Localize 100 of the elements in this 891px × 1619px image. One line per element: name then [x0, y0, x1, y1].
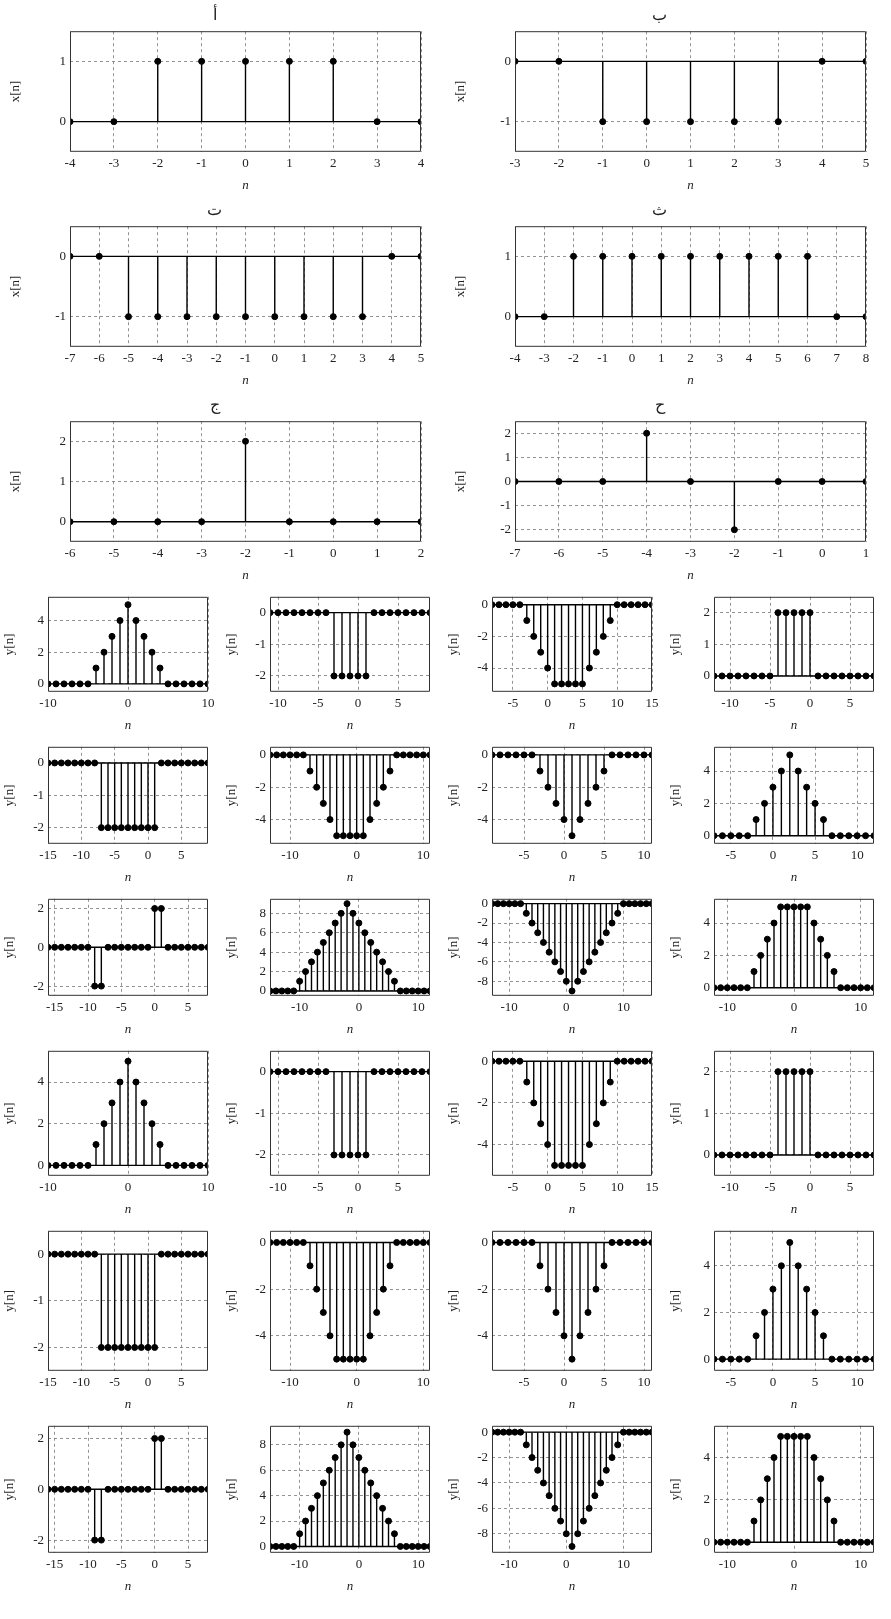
- y-tick-label: -8: [477, 972, 488, 988]
- y-tick-label: -1: [33, 786, 44, 802]
- x-tick-label: 5: [775, 350, 782, 366]
- x-axis-title: n: [124, 1395, 132, 1411]
- y-tick-label: -2: [255, 1280, 266, 1296]
- x-tick-label: 5: [394, 1179, 402, 1195]
- x-tick-label: 0: [560, 847, 568, 863]
- x-axis-title: n: [687, 371, 694, 387]
- x-tick-label: 10: [201, 1179, 215, 1195]
- x-tick-label: 10: [616, 999, 630, 1015]
- x-tick-label: -7: [509, 545, 521, 561]
- x-tick-label: -1: [283, 545, 295, 561]
- x-tick-label: -10: [500, 1556, 518, 1572]
- x-tick-label: -10: [79, 999, 97, 1015]
- x-tick-label: -5: [518, 847, 530, 863]
- x-tick-label: 10: [616, 1556, 630, 1572]
- y-tick-label: -4: [477, 1474, 489, 1490]
- x-tick-label: 0: [242, 155, 249, 171]
- x-axis-title: n: [124, 1200, 132, 1216]
- x-tick-label: 0: [544, 695, 551, 711]
- x-axis-title: n: [687, 176, 694, 192]
- x-tick-label: 5: [811, 847, 819, 863]
- x-tick-label: 4: [417, 155, 425, 171]
- x-tick-label: 5: [417, 350, 425, 366]
- y-tick-label: 2: [703, 604, 710, 620]
- x-tick-label: 3: [775, 155, 782, 171]
- y-tick-label: 0: [703, 1146, 710, 1162]
- x-tick-label: -3: [685, 545, 696, 561]
- y-tick-label: 4: [259, 943, 267, 959]
- x-tick-label: 1: [300, 350, 308, 366]
- y-axis-title: y[n]: [445, 936, 461, 959]
- y-tick-label: 0: [259, 982, 266, 998]
- x-tick-label: 0: [355, 999, 363, 1015]
- x-axis-title: n: [346, 716, 354, 732]
- x-axis-title: n: [568, 868, 576, 884]
- y-axis-title: y[n]: [223, 936, 239, 959]
- x-tick-label: -2: [553, 155, 565, 171]
- y-axis-title: y[n]: [445, 1289, 461, 1312]
- x-tick-label: 0: [353, 847, 360, 863]
- x-tick-label: 7: [833, 350, 841, 366]
- y-tick-label: 1: [703, 635, 710, 651]
- x-tick-label: 10: [416, 847, 430, 863]
- y-tick-label: -2: [255, 778, 266, 794]
- y-tick-label: 6: [259, 1461, 267, 1477]
- x-tick-label: -10: [500, 999, 518, 1015]
- y-axis-title: x[n]: [7, 275, 23, 298]
- y-tick-label: -6: [477, 1499, 489, 1515]
- x-tick-label: -10: [290, 1556, 309, 1572]
- x-tick-label: 10: [637, 847, 651, 863]
- x-tick-label: 10: [411, 1556, 425, 1572]
- y-axis-title: y[n]: [445, 784, 461, 807]
- y-axis-title: y[n]: [667, 1289, 683, 1312]
- y-tick-label: -2: [477, 1094, 488, 1110]
- x-tick-label: -5: [115, 1556, 127, 1572]
- y-tick-label: 2: [37, 643, 44, 659]
- x-tick-label: 5: [600, 847, 608, 863]
- chart-title: أ: [212, 3, 217, 23]
- y-tick-label: -4: [477, 810, 489, 826]
- y-tick-label: 4: [259, 1487, 267, 1503]
- x-tick-label: -5: [507, 1179, 519, 1195]
- y-axis-title: x[n]: [452, 80, 468, 103]
- x-tick-label: -10: [72, 1374, 91, 1390]
- x-tick-label: -5: [312, 1179, 324, 1195]
- x-tick-label: -15: [45, 999, 64, 1015]
- y-tick-label: 0: [481, 1052, 488, 1068]
- x-tick-label: -10: [72, 847, 91, 863]
- x-tick-label: -1: [597, 350, 609, 366]
- x-tick-label: 0: [560, 1374, 568, 1390]
- x-axis-title: n: [346, 1200, 354, 1216]
- y-tick-label: 4: [703, 1448, 711, 1464]
- x-tick-label: 1: [286, 155, 293, 171]
- y-axis-title: y[n]: [1, 936, 17, 959]
- y-axis-title: y[n]: [1, 1102, 17, 1125]
- x-tick-label: -10: [269, 695, 287, 711]
- x-tick-label: 5: [394, 695, 402, 711]
- y-axis-title: y[n]: [223, 633, 239, 656]
- x-axis-title: n: [124, 716, 132, 732]
- x-tick-label: 3: [359, 350, 366, 366]
- y-tick-label: 2: [703, 1303, 710, 1319]
- y-tick-label: 2: [703, 794, 710, 810]
- y-tick-label: -2: [477, 778, 488, 794]
- y-tick-label: -4: [477, 1327, 489, 1343]
- chart-title: ت: [207, 200, 222, 218]
- x-tick-label: 5: [846, 695, 854, 711]
- y-tick-label: 0: [37, 754, 44, 770]
- y-tick-label: 1: [504, 448, 511, 464]
- x-tick-label: 0: [354, 695, 362, 711]
- x-tick-label: 0: [643, 155, 650, 171]
- x-axis-title: n: [242, 566, 249, 582]
- y-tick-label: -8: [477, 1525, 488, 1541]
- y-axis-title: x[n]: [452, 275, 468, 298]
- x-tick-label: 0: [124, 1179, 132, 1195]
- x-axis-title: n: [790, 1200, 798, 1216]
- y-tick-label: -1: [500, 113, 511, 129]
- y-tick-label: -1: [255, 635, 266, 651]
- x-axis-title: n: [242, 371, 249, 387]
- y-tick-label: 0: [504, 472, 511, 488]
- x-tick-label: -10: [721, 695, 739, 711]
- x-tick-label: 10: [850, 1374, 864, 1390]
- x-tick-label: 0: [144, 1374, 152, 1390]
